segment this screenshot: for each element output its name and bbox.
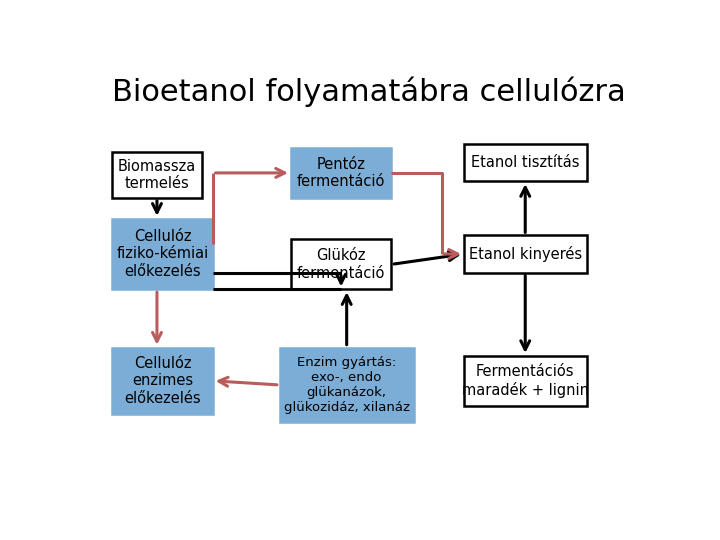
Text: Fermentációs
maradék + lignin: Fermentációs maradék + lignin (462, 364, 589, 397)
Text: Enzim gyártás:
exo-, endo
glükanázok,
glükozidáz, xilanáz: Enzim gyártás: exo-, endo glükanázok, gl… (284, 356, 410, 414)
FancyBboxPatch shape (291, 239, 392, 289)
FancyBboxPatch shape (112, 348, 213, 414)
Text: Biomassza
termelés: Biomassza termelés (118, 159, 196, 191)
Text: Etanol tisztítás: Etanol tisztítás (471, 155, 580, 170)
FancyBboxPatch shape (464, 144, 587, 181)
Text: Etanol kinyerés: Etanol kinyerés (469, 246, 582, 262)
FancyBboxPatch shape (464, 235, 587, 273)
Text: Cellulóz
enzimes
előkezelés: Cellulóz enzimes előkezelés (125, 356, 201, 406)
Text: Bioetanol folyamatábra cellulózra: Bioetanol folyamatábra cellulózra (112, 77, 626, 107)
Text: Glükóz
fermentáció: Glükóz fermentáció (297, 248, 385, 281)
FancyBboxPatch shape (112, 219, 213, 289)
Text: Pentóz
fermentáció: Pentóz fermentáció (297, 157, 385, 189)
FancyBboxPatch shape (464, 356, 587, 406)
FancyBboxPatch shape (280, 348, 414, 422)
FancyBboxPatch shape (112, 152, 202, 198)
Text: Cellulóz
fiziko-kémiai
előkezelés: Cellulóz fiziko-kémiai előkezelés (117, 229, 209, 279)
FancyBboxPatch shape (291, 148, 392, 198)
